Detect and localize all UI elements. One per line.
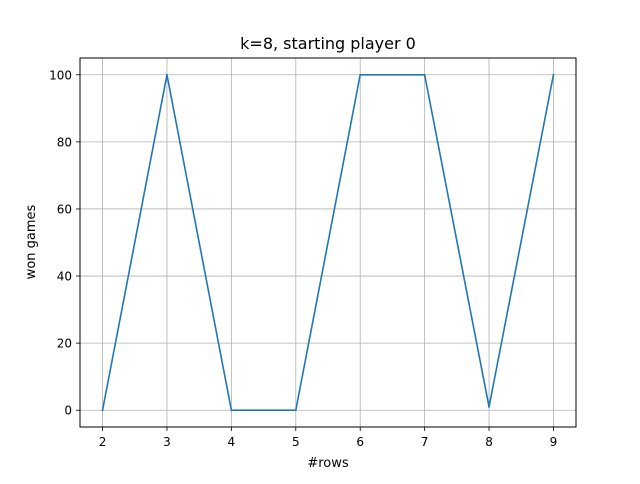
y-tick-label: 60 <box>57 202 72 216</box>
x-tick-label: 5 <box>292 435 300 449</box>
plot-frame <box>79 57 577 428</box>
x-tick-label: 8 <box>485 435 493 449</box>
x-tick-label: 6 <box>356 435 364 449</box>
data-point <box>552 73 555 76</box>
series-layer <box>101 73 555 412</box>
data-point <box>230 409 233 412</box>
y-tick-label: 40 <box>57 270 72 284</box>
x-tick-label: 3 <box>163 435 171 449</box>
chart-title: k=8, starting player 0 <box>240 34 416 53</box>
y-axis-label: won games <box>24 204 39 279</box>
y-tick-label: 100 <box>49 68 72 82</box>
data-point <box>294 409 297 412</box>
data-point <box>359 73 362 76</box>
x-tick-label: 7 <box>421 435 429 449</box>
x-axis-ticks: 2 3 4 5 6 7 8 9 <box>99 427 558 449</box>
data-point <box>101 409 104 412</box>
grid <box>80 58 576 427</box>
y-tick-label: 80 <box>57 135 72 149</box>
data-point <box>423 73 426 76</box>
data-point <box>488 405 490 408</box>
y-tick-label: 0 <box>64 404 72 418</box>
y-axis-ticks: 0 20 40 60 80 100 <box>49 68 80 418</box>
x-tick-label: 4 <box>228 435 236 449</box>
y-tick-label: 20 <box>57 337 72 351</box>
series-line <box>101 73 555 412</box>
data-point <box>166 73 168 76</box>
x-tick-label: 9 <box>550 435 558 449</box>
x-tick-label: 2 <box>99 435 107 449</box>
x-axis-label: #rows <box>307 456 349 471</box>
